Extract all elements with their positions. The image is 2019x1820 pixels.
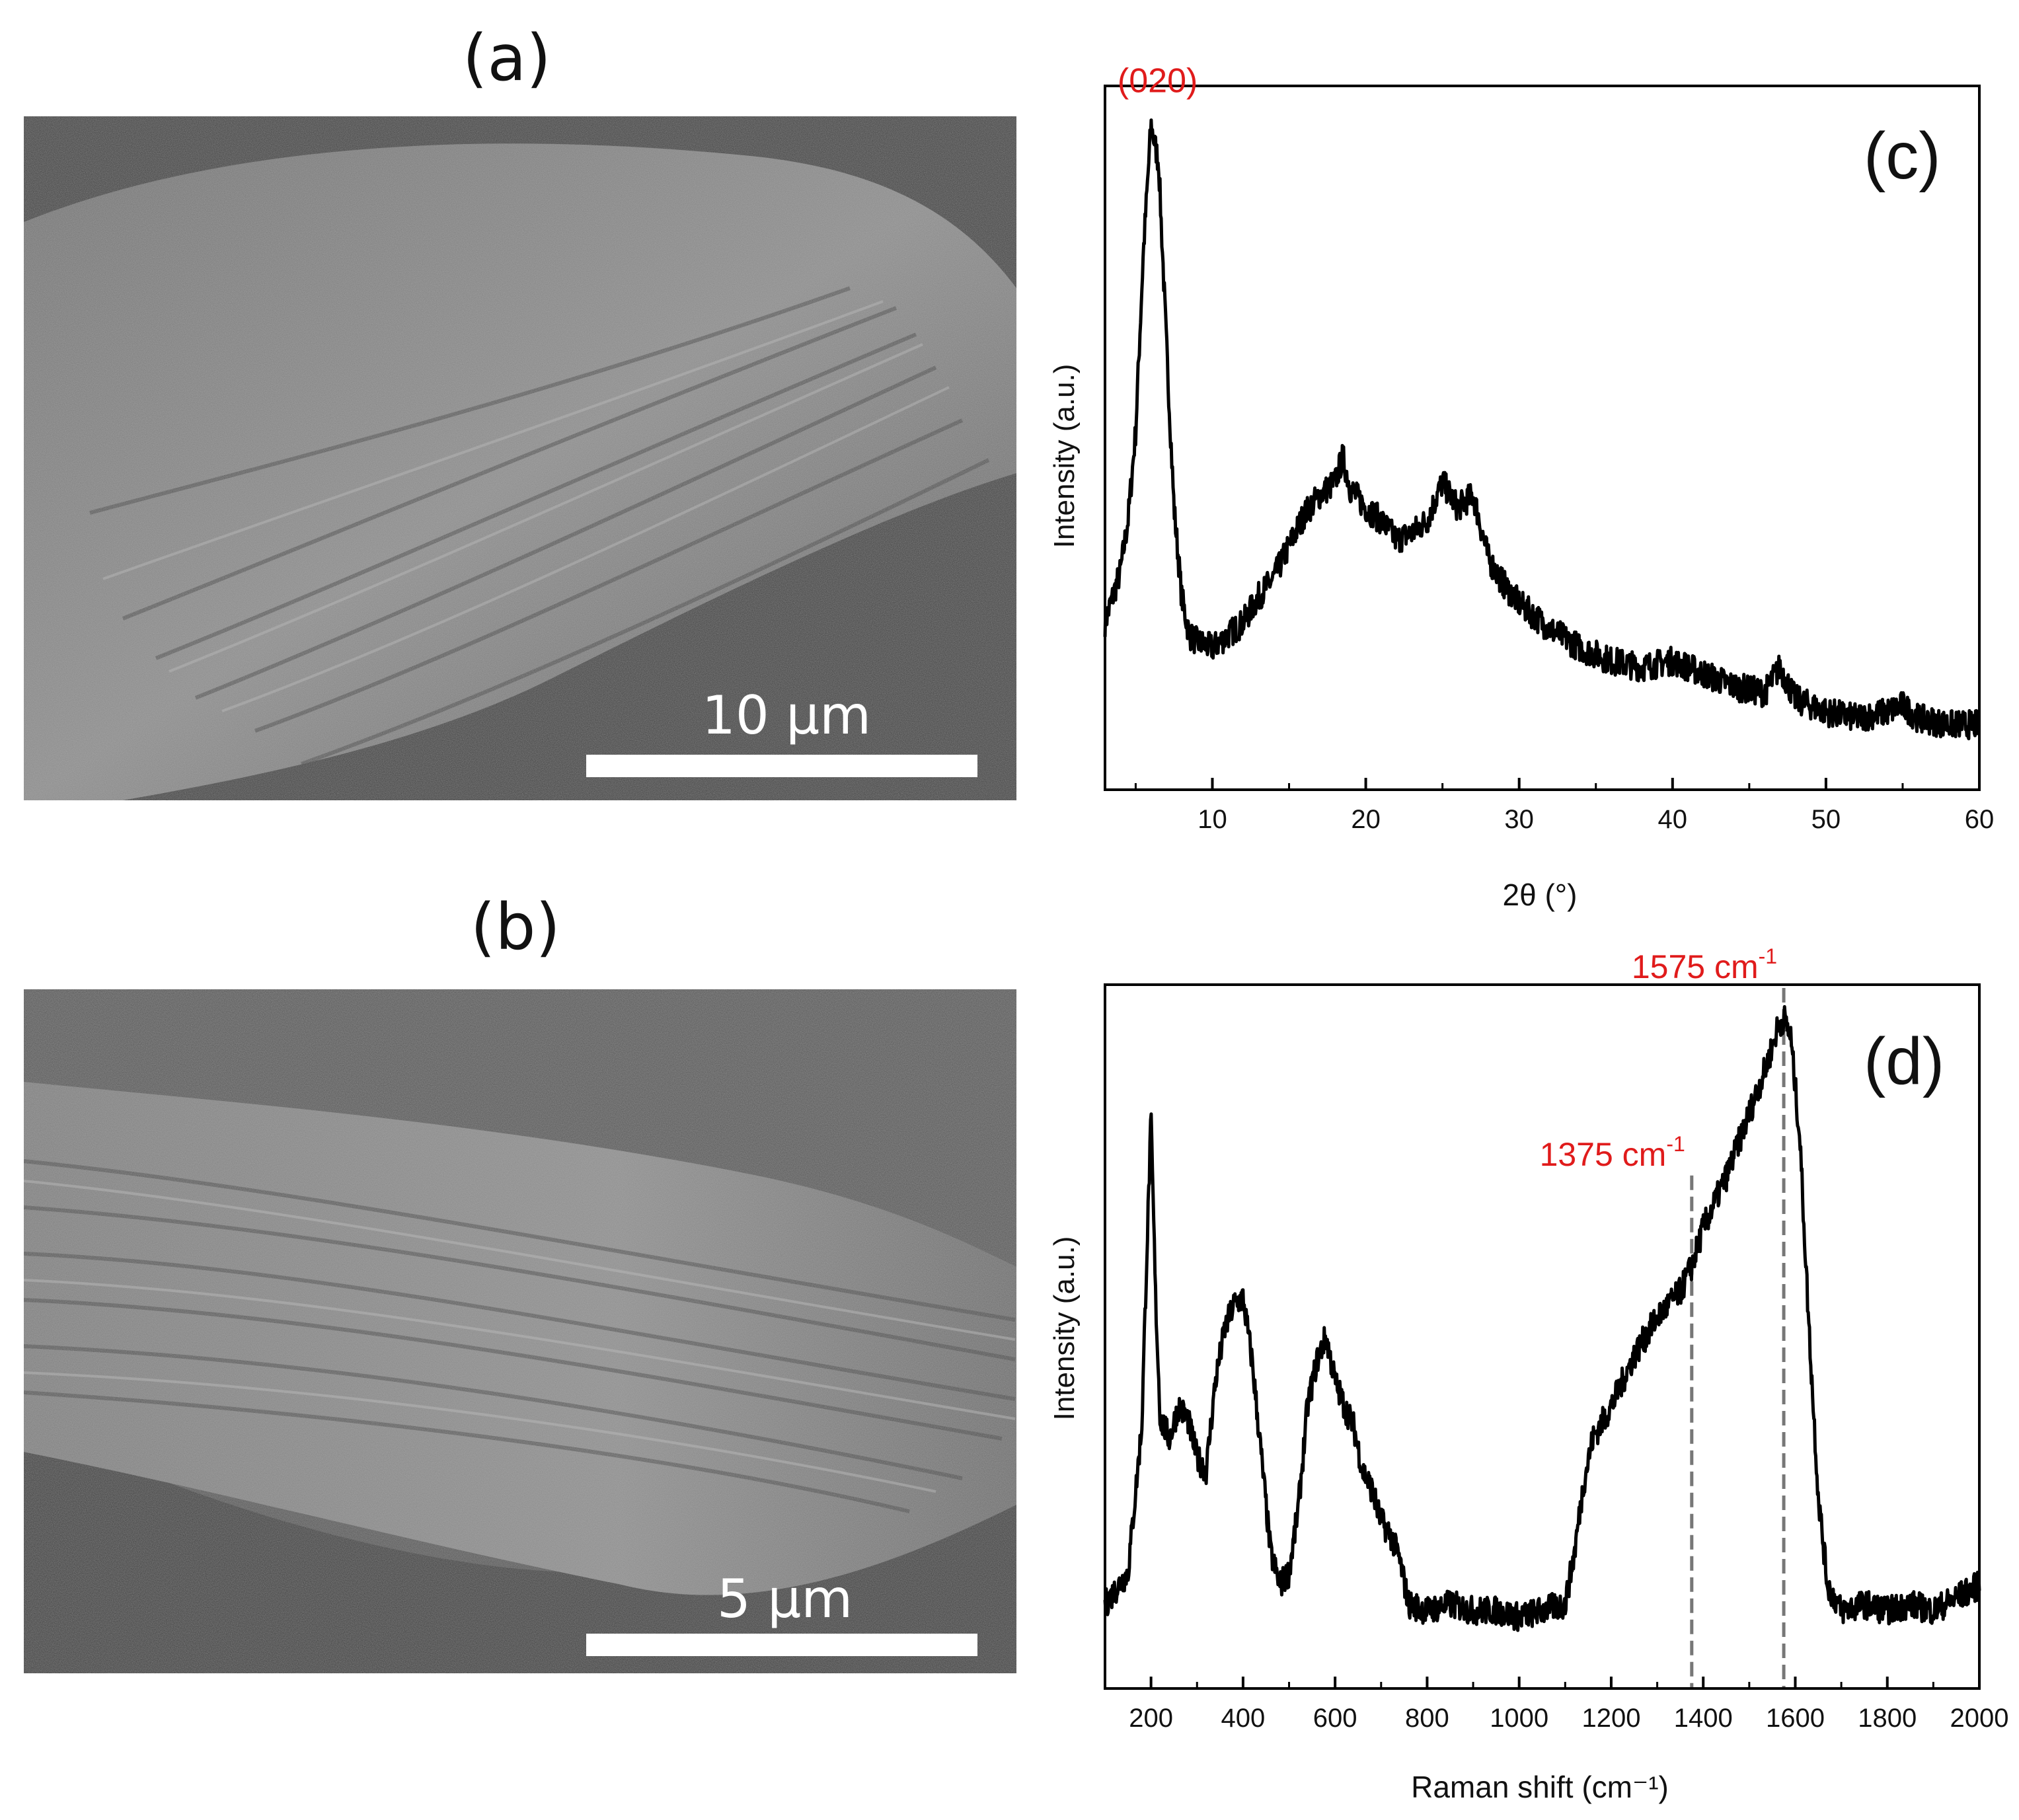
xrd-series-line [1103, 118, 1981, 741]
x-tick-label: 600 [1313, 1704, 1357, 1733]
x-tick-label: 50 [1811, 805, 1841, 834]
scale-label-a: 10 μm [702, 685, 872, 746]
x-tick-label: 30 [1504, 805, 1534, 834]
x-tick-label: 1800 [1858, 1704, 1917, 1733]
xrd-y-axis-label: Intensity (a.u.) [1048, 364, 1081, 549]
scale-bar-b [586, 1634, 977, 1656]
x-tick-label: 2000 [1950, 1704, 2009, 1733]
panel-label-b: (b) [471, 890, 560, 964]
x-tick-label: 1200 [1581, 1704, 1640, 1733]
xrd-plot-frame [1104, 85, 1981, 791]
x-tick-label: 400 [1221, 1704, 1266, 1733]
x-tick-label: 1400 [1674, 1704, 1733, 1733]
series-trace [1103, 118, 1981, 741]
x-tick-label: 800 [1405, 1704, 1449, 1733]
series-trace [1103, 1005, 1981, 1632]
x-tick-label: 40 [1658, 805, 1688, 834]
sem-image-a [24, 116, 1016, 800]
raman-peak-label-1575: 1575 cm-1 [1632, 944, 1777, 985]
x-tick-label: 20 [1351, 805, 1381, 834]
scale-label-b: 5 μm [717, 1568, 853, 1630]
panel-label-a: (a) [463, 21, 551, 95]
raman-guide-lines [1690, 988, 1786, 1688]
xrd-x-ticks: 10 20 30 40 50 60 [1134, 778, 1995, 834]
x-tick-label: 1000 [1490, 1704, 1548, 1733]
raman-peak-label-1575-text: 1575 cm [1632, 948, 1759, 985]
sem-image-b [24, 989, 1016, 1673]
raman-peak-label-1375-sup: -1 [1666, 1132, 1685, 1156]
x-tick-label: 60 [1965, 805, 1995, 834]
raman-series-line [1103, 1005, 1981, 1632]
x-tick-label: 200 [1129, 1704, 1173, 1733]
panel-label-d: (d) [1864, 1024, 1944, 1098]
raman-y-axis-label: Intensity (a.u.) [1048, 1236, 1081, 1421]
xrd-x-axis-label: 2θ (°) [1503, 878, 1578, 912]
raman-peak-label-1575-sup: -1 [1759, 944, 1777, 968]
scale-bar-a [586, 755, 977, 777]
xrd-peak-label-020: (020) [1118, 61, 1198, 100]
xrd-chart: 10 20 30 40 50 60 (020) (c) Intensity (a.u.) … [1048, 61, 1995, 912]
raman-x-ticks: 200 400 600 800 1000 1200 1400 1600 1800 2000 [1129, 1677, 2008, 1733]
raman-x-axis-label: Raman shift (cm⁻¹) [1411, 1770, 1669, 1804]
raman-peak-label-1375-text: 1375 cm [1540, 1136, 1667, 1173]
x-tick-label: 10 [1198, 805, 1227, 834]
raman-peak-label-1375: 1375 cm-1 [1540, 1132, 1685, 1173]
panel-label-c: (c) [1864, 119, 1941, 193]
raman-plot-frame [1104, 983, 1981, 1690]
raman-chart: 200 400 600 800 1000 1200 1400 1600 1800 2000 137… [0, 925, 2019, 1820]
x-tick-label: 1600 [1766, 1704, 1825, 1733]
xrd-chart-svg: 10 20 30 40 50 60 (020) (c) Intensity (a.u.) … [1048, 61, 1995, 912]
raman-chart-svg: 200 400 600 800 1000 1200 1400 1600 1800 2000 137… [1048, 944, 2008, 1804]
